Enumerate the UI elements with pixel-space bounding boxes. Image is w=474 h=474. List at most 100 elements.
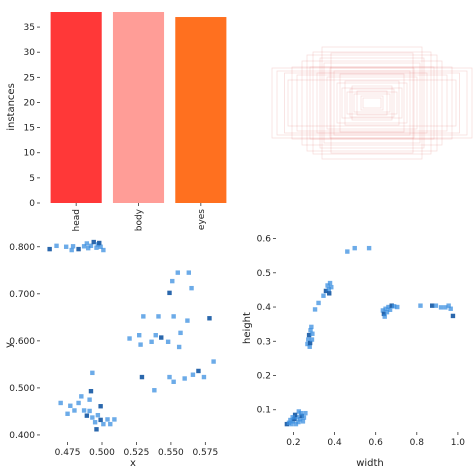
wh-point (391, 304, 397, 309)
bar-body (112, 12, 165, 203)
xy-point (90, 370, 95, 376)
wh-point (327, 280, 333, 286)
xy-point (176, 344, 182, 350)
wh-point (326, 287, 332, 292)
wh-point (292, 412, 298, 418)
xy-point (201, 374, 207, 380)
xy-point (178, 330, 183, 336)
wh-point (308, 328, 313, 333)
xy-point (72, 408, 77, 413)
xy-point (47, 246, 52, 252)
xy-point (171, 379, 176, 384)
wh-point (446, 303, 451, 308)
wh-y-tick-label: 0.3 (257, 337, 271, 347)
xy-point (211, 359, 216, 364)
bar-y-tick-label: 35 (24, 23, 35, 33)
xy-y-tick-label: 0.400 (9, 431, 35, 441)
box-outline (321, 46, 423, 160)
xy-point (207, 316, 212, 321)
xy-scatter-plot: 0.475 0.500 0.525 0.550 0.575 0.400 0.500 0.60… (4, 239, 218, 469)
xy-point (70, 244, 76, 249)
xy-point (189, 285, 194, 291)
wh-point (294, 415, 300, 420)
xy-y-axis: 0.400 0.500 0.600 0.700 0.800 (9, 243, 40, 441)
wh-point (418, 303, 423, 308)
xy-point (63, 244, 69, 249)
xy-point (88, 388, 94, 394)
xy-x-axis-label: x (130, 458, 136, 469)
wh-point (306, 332, 312, 338)
xy-point (87, 397, 92, 402)
wh-point (352, 245, 357, 251)
wh-y-tick-label: 0.5 (257, 269, 271, 279)
wh-point (297, 417, 303, 422)
box-outline (360, 95, 384, 111)
xy-point (94, 245, 99, 250)
xy-point (170, 278, 175, 284)
wh-point (307, 340, 313, 346)
xy-point (127, 336, 132, 341)
xy-point (182, 376, 187, 381)
bar-x-axis: head body eyes (72, 203, 207, 231)
bar-y-tick-label: 10 (24, 149, 36, 159)
xy-y-tick-label: 0.800 (9, 243, 35, 253)
wh-point (310, 331, 315, 336)
xy-point (98, 417, 103, 423)
wh-points (284, 245, 456, 427)
bar-y-tick-label: 25 (24, 73, 35, 83)
xy-point (141, 314, 146, 319)
wh-point (450, 313, 456, 319)
wh-y-tick-label: 0.2 (257, 372, 271, 382)
box-outline (316, 72, 428, 134)
wh-point (448, 306, 453, 311)
xy-x-tick-label: 0.575 (192, 448, 218, 458)
wh-point (316, 300, 321, 306)
xy-point (171, 314, 176, 319)
wh-point (438, 305, 444, 310)
wh-point (303, 410, 308, 416)
xy-point (76, 246, 81, 252)
box-outline (362, 97, 382, 109)
bar-eyes (175, 17, 227, 203)
xy-point (137, 333, 142, 338)
box-outline (312, 51, 432, 155)
wh-point (307, 344, 312, 349)
box-overlay (271, 46, 473, 160)
xy-y-tick-label: 0.600 (9, 337, 35, 347)
wh-point (288, 417, 293, 423)
xy-point (156, 314, 161, 319)
xy-point (196, 368, 201, 374)
xy-point (84, 413, 90, 418)
xy-point (185, 318, 190, 323)
wh-point (312, 307, 318, 312)
box-outline (301, 60, 443, 146)
wh-point (309, 324, 314, 330)
wh-point (329, 284, 334, 290)
wh-x-axis-label: width (356, 458, 384, 469)
xy-point (94, 427, 99, 432)
xy-point (87, 408, 92, 414)
wh-point (386, 304, 391, 310)
box-outline (326, 76, 418, 130)
wh-point (323, 288, 329, 294)
bar-y-tick-label: 20 (24, 98, 36, 108)
xy-x-tick-label: 0.525 (124, 448, 150, 458)
wh-point (395, 304, 400, 310)
bar-x-tick-label: body (135, 208, 145, 231)
box-outline (349, 88, 395, 118)
wh-x-axis: 0.2 0.4 0.6 0.8 1.0 (286, 432, 465, 448)
wh-x-tick-label: 1.0 (451, 438, 466, 448)
wh-point (286, 420, 292, 425)
wh-point (366, 245, 372, 251)
bar-x-tick-label: head (72, 209, 82, 231)
xy-point (112, 417, 117, 422)
box-outline (271, 67, 473, 139)
xy-point (149, 339, 154, 344)
xy-point (88, 243, 94, 249)
wh-point (345, 249, 350, 254)
xy-point (81, 408, 87, 413)
wh-point (381, 311, 387, 317)
wh-point (389, 303, 394, 308)
wh-scatter-plot: 0.2 0.4 0.6 0.8 1.0 0.1 0.2 0.3 0.4 0.5 0.6 width… (242, 235, 465, 469)
